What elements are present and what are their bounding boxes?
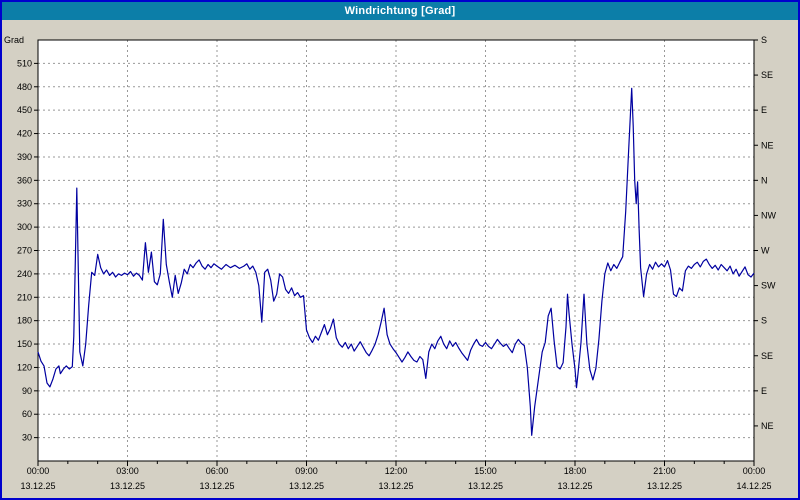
svg-text:180: 180: [17, 316, 32, 326]
svg-text:SW: SW: [761, 281, 776, 291]
x-tick-time-label: 06:00: [206, 466, 229, 476]
x-tick-date-label: 13.12.25: [20, 481, 55, 491]
x-tick-time-label: 00:00: [743, 466, 766, 476]
svg-text:NW: NW: [761, 210, 776, 220]
svg-text:210: 210: [17, 292, 32, 302]
x-tick-date-label: 13.12.25: [647, 481, 682, 491]
svg-text:NE: NE: [761, 140, 774, 150]
y-axis-right-compass: NE E SE S SW W NW N NE E SE S: [754, 35, 776, 431]
x-tick-time-label: 12:00: [385, 466, 408, 476]
window-title: Windrichtung [Grad]: [344, 5, 456, 17]
svg-text:510: 510: [17, 58, 32, 68]
svg-text:450: 450: [17, 105, 32, 115]
chart-area: 30 60 90 120 150 180 210 240 270 300 330 360 390 420 4…: [2, 20, 798, 498]
svg-text:60: 60: [22, 409, 32, 419]
svg-text:30: 30: [22, 433, 32, 443]
x-tick-date-label: 13.12.25: [289, 481, 324, 491]
svg-text:NE: NE: [761, 421, 774, 431]
x-axis-time: 00:00 13.12.25 03:00 13.12.25 06:00 13.12.25 0…: [20, 461, 772, 491]
svg-text:120: 120: [17, 362, 32, 372]
wind-direction-line: [37, 87, 755, 436]
svg-text:330: 330: [17, 199, 32, 209]
svg-text:300: 300: [17, 222, 32, 232]
svg-text:S: S: [761, 35, 767, 45]
title-bar: Windrichtung [Grad]: [2, 2, 798, 20]
svg-text:270: 270: [17, 246, 32, 256]
x-tick-time-label: 21:00: [653, 466, 676, 476]
y-axis-unit-label: Grad: [4, 35, 24, 45]
svg-text:E: E: [761, 105, 767, 115]
x-tick-time-label: 18:00: [564, 466, 587, 476]
wind-direction-chart: 30 60 90 120 150 180 210 240 270 300 330 360 390 420 4…: [4, 35, 776, 491]
svg-text:240: 240: [17, 269, 32, 279]
x-tick-date-label: 14.12.25: [736, 481, 771, 491]
x-tick-date-label: 13.12.25: [378, 481, 413, 491]
svg-text:W: W: [761, 246, 770, 256]
x-tick-time-label: 00:00: [27, 466, 50, 476]
x-tick-time-label: 03:00: [116, 466, 139, 476]
svg-text:SE: SE: [761, 351, 773, 361]
x-tick-time-label: 09:00: [295, 466, 318, 476]
x-tick-date-label: 13.12.25: [199, 481, 234, 491]
svg-text:150: 150: [17, 339, 32, 349]
svg-text:480: 480: [17, 82, 32, 92]
svg-text:S: S: [761, 316, 767, 326]
svg-text:E: E: [761, 386, 767, 396]
svg-text:390: 390: [17, 152, 32, 162]
y-axis-left: 30 60 90 120 150 180 210 240 270 300 330 360 390 420 4…: [4, 35, 38, 443]
x-tick-date-label: 13.12.25: [557, 481, 592, 491]
svg-text:420: 420: [17, 129, 32, 139]
svg-text:90: 90: [22, 386, 32, 396]
svg-text:N: N: [761, 175, 768, 185]
x-tick-date-label: 13.12.25: [468, 481, 503, 491]
grid-lines: [38, 40, 754, 461]
x-tick-time-label: 15:00: [474, 466, 497, 476]
svg-text:SE: SE: [761, 70, 773, 80]
x-tick-date-label: 13.12.25: [110, 481, 145, 491]
svg-text:360: 360: [17, 175, 32, 185]
